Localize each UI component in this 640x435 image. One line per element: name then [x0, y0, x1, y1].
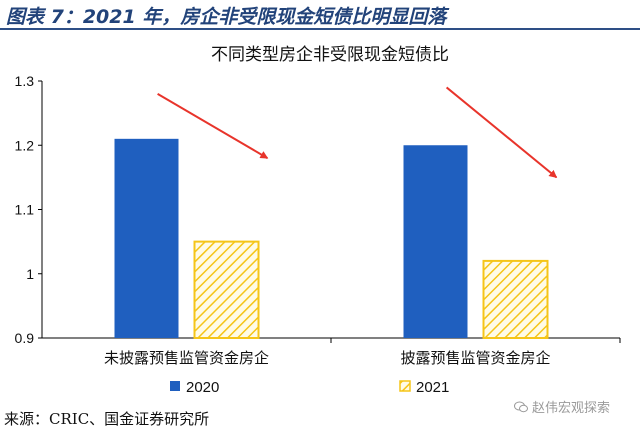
legend-swatch-2021	[399, 380, 411, 392]
bar-chart: 不同类型房企非受限现金短债比 0.9 1 1.1 1.2 1.3 未披露预售监管资金房企 披…	[15, 45, 621, 396]
legend-swatch-2020	[170, 381, 180, 391]
bar-2020-cat-1	[403, 145, 468, 338]
legend-label-2020: 2020	[186, 379, 219, 396]
trend-arrow	[157, 92, 269, 159]
y-tick-label: 0.9	[15, 330, 35, 346]
x-category-label: 未披露预售监管资金房企	[104, 349, 269, 367]
bar-2020-cat-0	[114, 138, 179, 338]
legend: 2020 2021	[170, 379, 449, 396]
source-note: 来源：CRIC、国金证券研究所	[4, 410, 210, 428]
y-tick-label: 1	[26, 266, 34, 282]
watermark-text: 赵伟宏观探索	[532, 401, 611, 416]
plot-area: 0.9 1 1.1 1.2 1.3 未披露预售监管资金房企 披露预售监管资金房企	[15, 73, 621, 367]
watermark: 赵伟宏观探索	[514, 397, 610, 416]
bar-2021-cat-1	[482, 259, 549, 339]
bar-2021-cat-0	[193, 240, 260, 339]
wechat-icon	[514, 401, 528, 412]
trend-arrow	[445, 86, 558, 179]
figure-header: 图表 7：2021 年，房企非受限现金短债比明显回落	[0, 0, 640, 30]
figure-title: 图表 7：2021 年，房企非受限现金短债比明显回落	[6, 6, 447, 28]
legend-label-2021: 2021	[416, 379, 449, 396]
x-category-label: 披露预售监管资金房企	[400, 349, 550, 367]
y-tick-label: 1.3	[15, 73, 35, 89]
y-tick-label: 1.2	[15, 137, 35, 153]
chart-title: 不同类型房企非受限现金短债比	[211, 45, 449, 65]
y-tick-label: 1.1	[15, 202, 35, 218]
